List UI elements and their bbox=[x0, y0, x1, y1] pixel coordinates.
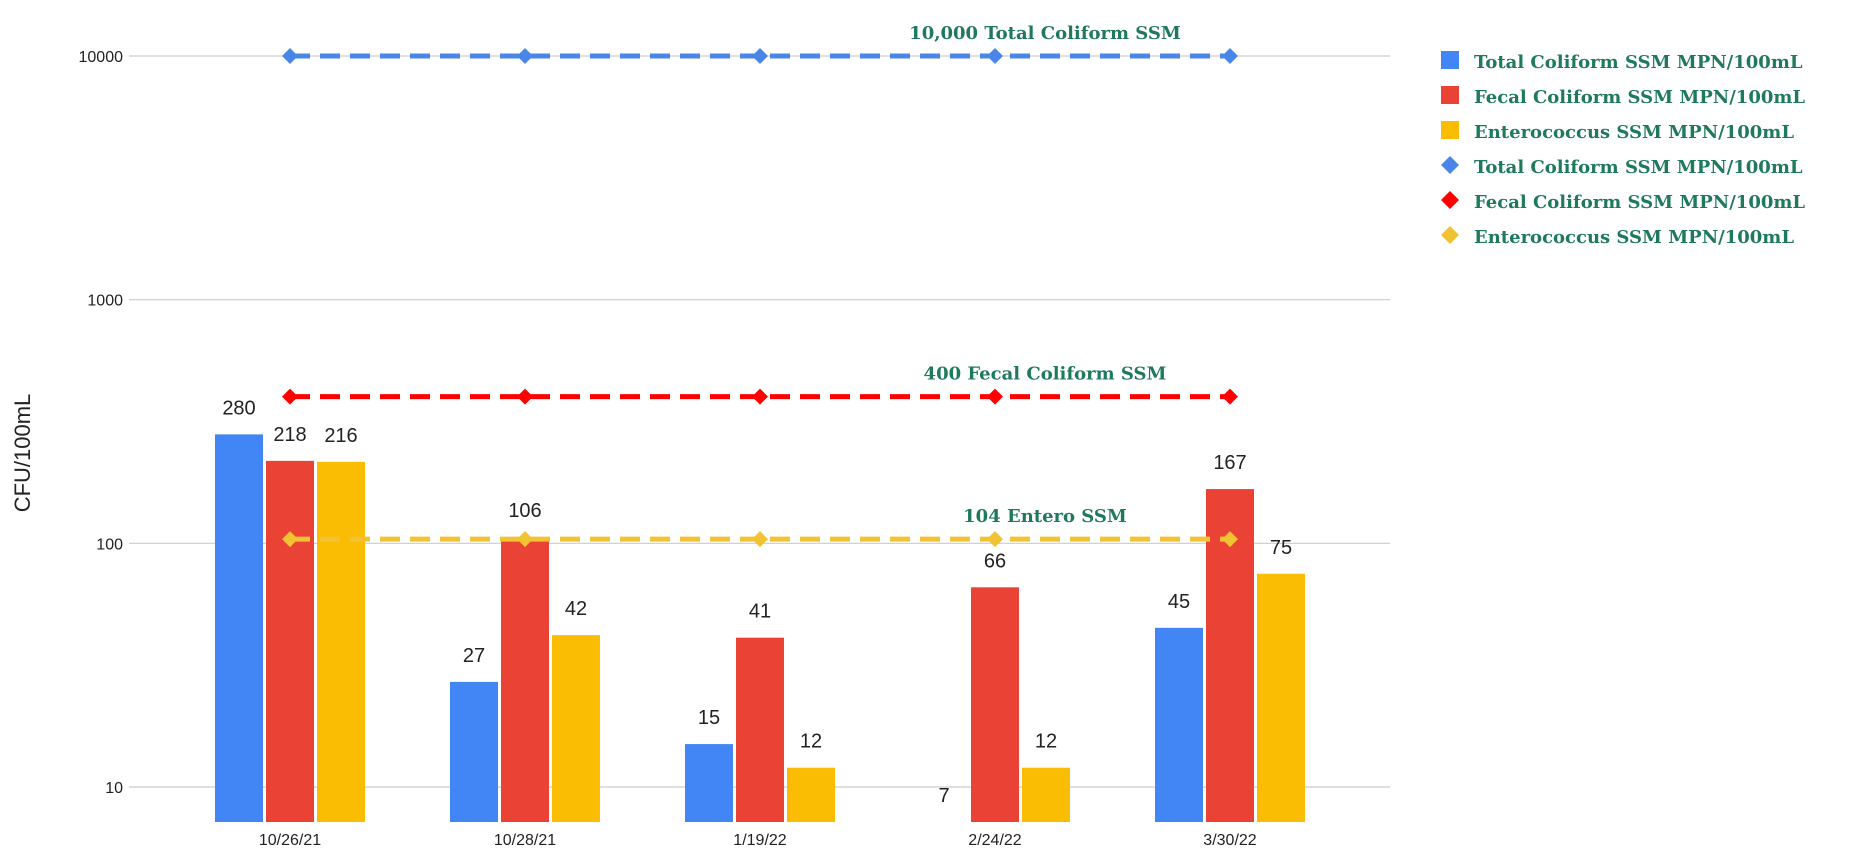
x-tick-label: 2/24/22 bbox=[968, 832, 1021, 849]
series-point bbox=[282, 388, 298, 405]
legend-item: Total Coliform SSM MPN/100mL bbox=[1441, 51, 1803, 73]
legend-item: Total Coliform SSM MPN/100mL bbox=[1441, 156, 1803, 178]
y-axis-ticks: 10 100 1000 10000 bbox=[79, 49, 124, 797]
series-point bbox=[987, 531, 1003, 548]
bar bbox=[787, 767, 835, 822]
series-point bbox=[752, 531, 768, 548]
legend-item: Fecal Coliform SSM MPN/100mL bbox=[1441, 191, 1805, 213]
legend-swatch bbox=[1441, 86, 1459, 104]
bar bbox=[317, 461, 365, 822]
series-point bbox=[1222, 48, 1238, 64]
bar bbox=[552, 635, 600, 822]
series-point bbox=[987, 48, 1003, 64]
legend-swatch bbox=[1441, 156, 1459, 174]
y-tick-label: 10 bbox=[105, 780, 123, 797]
series-point bbox=[282, 531, 298, 548]
data-label: 15 bbox=[698, 707, 720, 729]
bar bbox=[971, 587, 1019, 822]
data-labels: 280 27 15 7 45 218 106 41 66 167 216 42 12 12 75 bbox=[222, 397, 1292, 807]
bars bbox=[215, 434, 1305, 822]
data-label: 66 bbox=[984, 550, 1006, 572]
legend-label: Total Coliform SSM MPN/100mL bbox=[1474, 52, 1803, 73]
legend-label: Total Coliform SSM MPN/100mL bbox=[1474, 157, 1803, 178]
annotations: 10,000 Total Coliform SSM 400 Fecal Colif… bbox=[909, 23, 1181, 527]
x-tick-label: 10/26/21 bbox=[259, 832, 321, 849]
series-point bbox=[1222, 531, 1238, 548]
y-tick-label: 100 bbox=[96, 536, 123, 553]
data-label: 45 bbox=[1168, 591, 1190, 613]
series-point bbox=[752, 388, 768, 405]
data-label: 42 bbox=[565, 598, 587, 620]
bar bbox=[685, 744, 733, 822]
annotation: 400 Fecal Coliform SSM bbox=[924, 364, 1167, 385]
legend-swatch bbox=[1441, 51, 1459, 69]
annotation: 104 Entero SSM bbox=[963, 506, 1127, 527]
legend-item: Enterococcus SSM MPN/100mL bbox=[1441, 226, 1794, 248]
series-point bbox=[517, 531, 533, 548]
bar bbox=[266, 460, 314, 822]
legend-label: Fecal Coliform SSM MPN/100mL bbox=[1474, 192, 1805, 213]
bar bbox=[450, 681, 498, 822]
bar bbox=[215, 434, 263, 822]
bar bbox=[736, 637, 784, 822]
threshold-lines bbox=[282, 48, 1238, 548]
y-axis-title: CFU/100mL bbox=[10, 394, 35, 513]
legend-swatch bbox=[1441, 121, 1459, 139]
data-label: 75 bbox=[1270, 537, 1292, 559]
series-point bbox=[752, 48, 768, 64]
bar bbox=[1022, 767, 1070, 822]
legend-item: Fecal Coliform SSM MPN/100mL bbox=[1441, 86, 1805, 108]
legend-label: Enterococcus SSM MPN/100mL bbox=[1474, 227, 1794, 248]
data-label: 7 bbox=[938, 785, 949, 807]
series-point bbox=[1222, 388, 1238, 405]
y-tick-label: 10000 bbox=[79, 49, 124, 66]
annotation: 10,000 Total Coliform SSM bbox=[909, 23, 1181, 44]
legend: Total Coliform SSM MPN/100mL Fecal Colifo… bbox=[1441, 51, 1805, 248]
legend-label: Enterococcus SSM MPN/100mL bbox=[1474, 122, 1794, 143]
data-label: 12 bbox=[800, 731, 822, 753]
series-point bbox=[282, 48, 298, 64]
data-label: 12 bbox=[1035, 731, 1057, 753]
data-label: 167 bbox=[1213, 452, 1246, 474]
bar bbox=[1155, 627, 1203, 822]
data-label: 41 bbox=[749, 601, 771, 623]
series-point bbox=[517, 388, 533, 405]
data-label: 280 bbox=[222, 397, 255, 419]
data-label: 106 bbox=[508, 500, 541, 522]
data-label: 216 bbox=[324, 425, 357, 447]
legend-item: Enterococcus SSM MPN/100mL bbox=[1441, 121, 1794, 143]
data-label: 27 bbox=[463, 645, 485, 667]
legend-swatch bbox=[1441, 226, 1459, 244]
bar bbox=[1257, 573, 1305, 822]
data-label: 218 bbox=[273, 424, 306, 446]
series-point bbox=[517, 48, 533, 64]
x-tick-label: 3/30/22 bbox=[1203, 832, 1256, 849]
x-tick-label: 10/28/21 bbox=[494, 832, 556, 849]
x-tick-label: 1/19/22 bbox=[733, 832, 786, 849]
legend-swatch bbox=[1441, 191, 1459, 209]
y-tick-label: 1000 bbox=[87, 293, 123, 310]
bar bbox=[501, 537, 549, 822]
series-point bbox=[987, 388, 1003, 405]
x-axis-ticks: 10/26/21 10/28/21 1/19/22 2/24/22 3/30/22 bbox=[259, 832, 1257, 849]
legend-label: Fecal Coliform SSM MPN/100mL bbox=[1474, 87, 1805, 108]
